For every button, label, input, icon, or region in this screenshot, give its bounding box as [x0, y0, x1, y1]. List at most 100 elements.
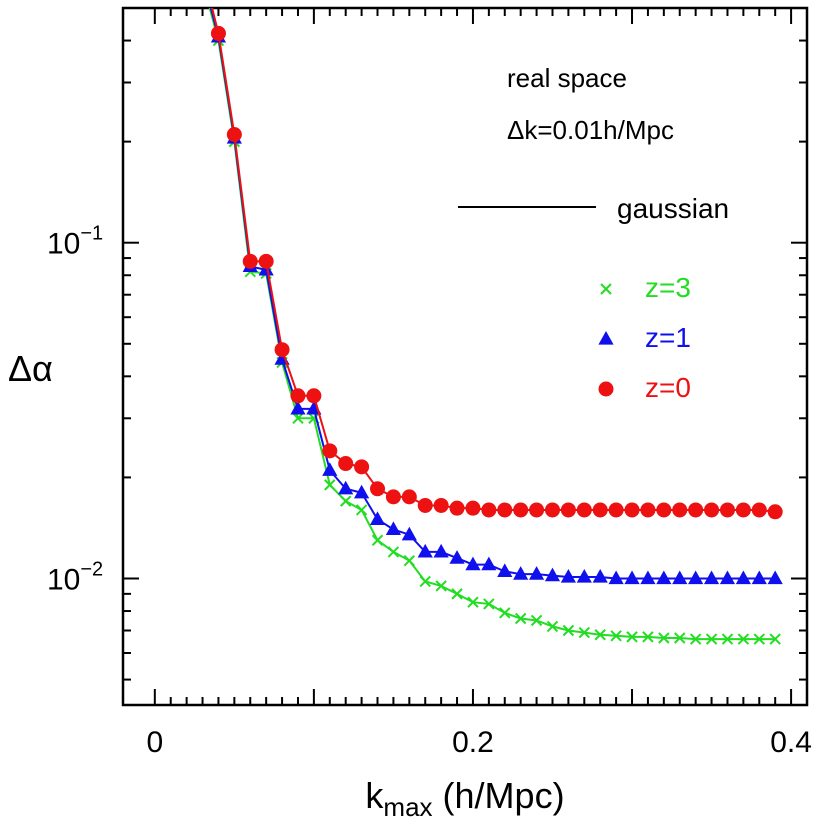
data-point-z3 — [339, 495, 352, 507]
data-point-z1 — [608, 570, 624, 585]
x-axis-title-rest: (h/Mpc) — [433, 775, 565, 816]
data-point-z3 — [705, 633, 718, 645]
cross-stroke — [626, 631, 638, 643]
series-line-z3 — [208, 8, 776, 641]
data-point-z1 — [513, 566, 529, 580]
data-point-z0 — [656, 502, 672, 518]
legend-marker-z0 — [598, 381, 614, 397]
data-point-z3 — [721, 633, 734, 645]
data-point-z1 — [656, 570, 672, 585]
data-point-z1 — [449, 550, 465, 564]
data-point-z1 — [767, 570, 783, 585]
data-point-z0 — [560, 502, 576, 518]
cross-stroke — [737, 633, 750, 645]
data-point-z1 — [433, 543, 449, 558]
legend-marker-z1 — [598, 331, 614, 345]
data-point-z3 — [658, 632, 670, 644]
y-tick-base: 10 — [47, 563, 80, 596]
cross-stroke — [308, 412, 320, 424]
data-point-z1 — [465, 556, 481, 571]
data-point-z0 — [592, 502, 608, 518]
data-point-z0 — [672, 502, 688, 518]
cross-stroke — [578, 626, 591, 639]
legend-markers — [598, 283, 614, 397]
x-axis-title: kmax (h/Mpc) — [365, 775, 564, 822]
data-point-z1 — [703, 570, 720, 585]
data-point-z3 — [769, 633, 781, 645]
data-point-z1 — [385, 521, 402, 536]
data-point-z0 — [210, 25, 226, 41]
tick-labels: 0 0.2 0.410−210−1 — [47, 223, 812, 759]
y-tick-exponent: −1 — [80, 223, 103, 245]
cross-stroke — [499, 607, 511, 619]
data-point-z3 — [514, 612, 527, 625]
data-point-z1 — [576, 569, 592, 583]
data-point-z0 — [481, 502, 497, 518]
data-point-z0 — [306, 388, 322, 404]
data-point-z0 — [608, 502, 624, 518]
legend-label-z1: z=1 — [645, 322, 691, 353]
data-point-z1 — [735, 570, 751, 585]
data-point-z3 — [451, 588, 463, 600]
data-point-z0 — [735, 502, 751, 518]
cross-stroke — [530, 614, 543, 627]
cross-stroke — [600, 283, 612, 295]
cross-stroke — [594, 629, 606, 641]
data-point-z1 — [751, 570, 767, 585]
y-tick-base: 10 — [47, 228, 80, 261]
cross-stroke — [705, 633, 718, 645]
legend-gaussian-label: gaussian — [617, 193, 729, 224]
y-tick-label: 10−2 — [47, 558, 103, 596]
data-point-z3 — [530, 614, 543, 627]
x-axis-title-main: k — [365, 775, 384, 816]
data-point-z1 — [417, 543, 433, 558]
legend: gaussian z=3 z=1 z=0 — [458, 193, 729, 403]
data-point-z1 — [672, 570, 688, 585]
data-point-z3 — [578, 626, 591, 639]
data-point-z1 — [369, 511, 386, 525]
data-point-z0 — [544, 502, 560, 518]
annotation-space: real space — [507, 63, 627, 93]
data-point-z1 — [481, 556, 497, 571]
annotation-dk: Δk=0.01h/Mpc — [507, 115, 674, 145]
data-point-z3 — [435, 580, 447, 592]
data-point-z1 — [592, 569, 608, 583]
data-point-z0 — [688, 502, 704, 518]
plot-frame — [121, 6, 809, 707]
data-point-z1 — [624, 570, 640, 585]
cross-stroke — [435, 580, 447, 592]
cross-stroke — [769, 633, 781, 645]
x-tick-label: 0.2 — [452, 726, 494, 759]
cross-stroke — [721, 633, 734, 645]
annotations: real space Δk=0.01h/Mpc — [507, 63, 674, 145]
data-point-z1 — [354, 484, 370, 499]
data-point-z0 — [242, 253, 258, 269]
y-axis-title: Δα — [8, 348, 53, 389]
cross-stroke — [467, 596, 479, 608]
data-point-z1 — [640, 570, 656, 585]
data-point-z0 — [354, 459, 370, 475]
data-point-z0 — [226, 127, 242, 143]
cross-stroke — [324, 479, 336, 491]
cross-stroke — [753, 633, 765, 645]
data-point-z1 — [322, 462, 338, 476]
data-point-z3 — [419, 575, 431, 588]
data-point-z0 — [465, 500, 481, 516]
legend-label-z3: z=3 — [645, 272, 691, 303]
data-point-z3 — [324, 479, 336, 491]
y-tick-label: 10−1 — [47, 223, 103, 261]
cross-stroke — [292, 412, 304, 424]
cross-stroke — [339, 495, 352, 507]
data-point-z1 — [688, 570, 704, 585]
data-point-z3 — [674, 632, 686, 644]
data-point-z0 — [385, 489, 401, 505]
data-point-z1 — [528, 566, 545, 580]
data-point-z0 — [338, 456, 354, 472]
data-point-z3 — [355, 504, 368, 516]
legend-label-z0: z=0 — [645, 372, 691, 403]
data-point-z0 — [417, 497, 433, 513]
data-point-z3 — [626, 631, 638, 643]
y-tick-exponent: −2 — [80, 558, 103, 580]
data-point-z1 — [560, 569, 576, 583]
cross-stroke — [674, 632, 686, 644]
